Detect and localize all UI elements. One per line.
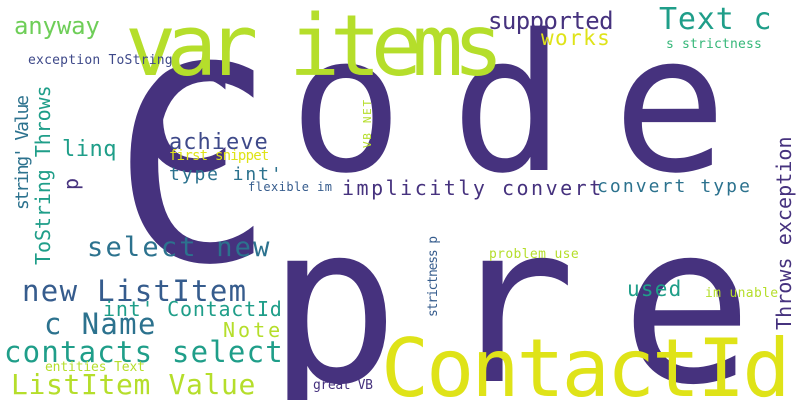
word-contacts-select: contacts select (4, 335, 284, 369)
word-vb-net: VB NET (361, 98, 374, 148)
word-code: code (127, 0, 775, 215)
word-new-listitem: new ListItem (22, 274, 248, 308)
word-entities-text: entities Text (45, 360, 145, 375)
word-string-value: string' Value (12, 97, 33, 210)
word-text-c: Text c (659, 2, 773, 37)
word-c-name: c Name (44, 307, 157, 341)
word-s-strictness: s strictness (666, 37, 762, 52)
word-pre: pre (267, 177, 798, 400)
word-great-vb: great VB (313, 378, 373, 393)
word-convert-type: convert type (597, 176, 753, 197)
word-anyway: anyway (14, 12, 100, 40)
word-var-items: var items (125, 0, 504, 96)
word-works: works (541, 26, 612, 50)
word-c-large: C (112, 9, 275, 324)
word-note: Note (223, 318, 284, 342)
word-supported: supported (488, 7, 614, 35)
word-problem-use: problem use (489, 247, 580, 262)
word-tostring-throws: ToString Throws (31, 85, 55, 265)
word-int-contactid: int' ContactId (103, 297, 283, 321)
word-listitem-value: ListItem Value (11, 368, 256, 400)
word-used: used (627, 277, 683, 301)
word-first-snippet: first snippet (169, 148, 269, 164)
word-linq: linq (62, 137, 117, 162)
word-exception-tostring: exception ToString (28, 53, 173, 68)
word-type-int: type int' (169, 164, 284, 185)
word-flexible-im: flexible im (248, 180, 333, 194)
word-strictness-p: strictness p (426, 237, 441, 317)
word-implicitly-convert: implicitly convert (342, 176, 604, 200)
word-contactid: ContactId (381, 322, 790, 400)
word-achieve: achieve (169, 130, 269, 155)
word-im-unable: im unable (705, 286, 779, 301)
word-select-new: select new (87, 232, 272, 263)
word-p-small: p (59, 173, 83, 190)
